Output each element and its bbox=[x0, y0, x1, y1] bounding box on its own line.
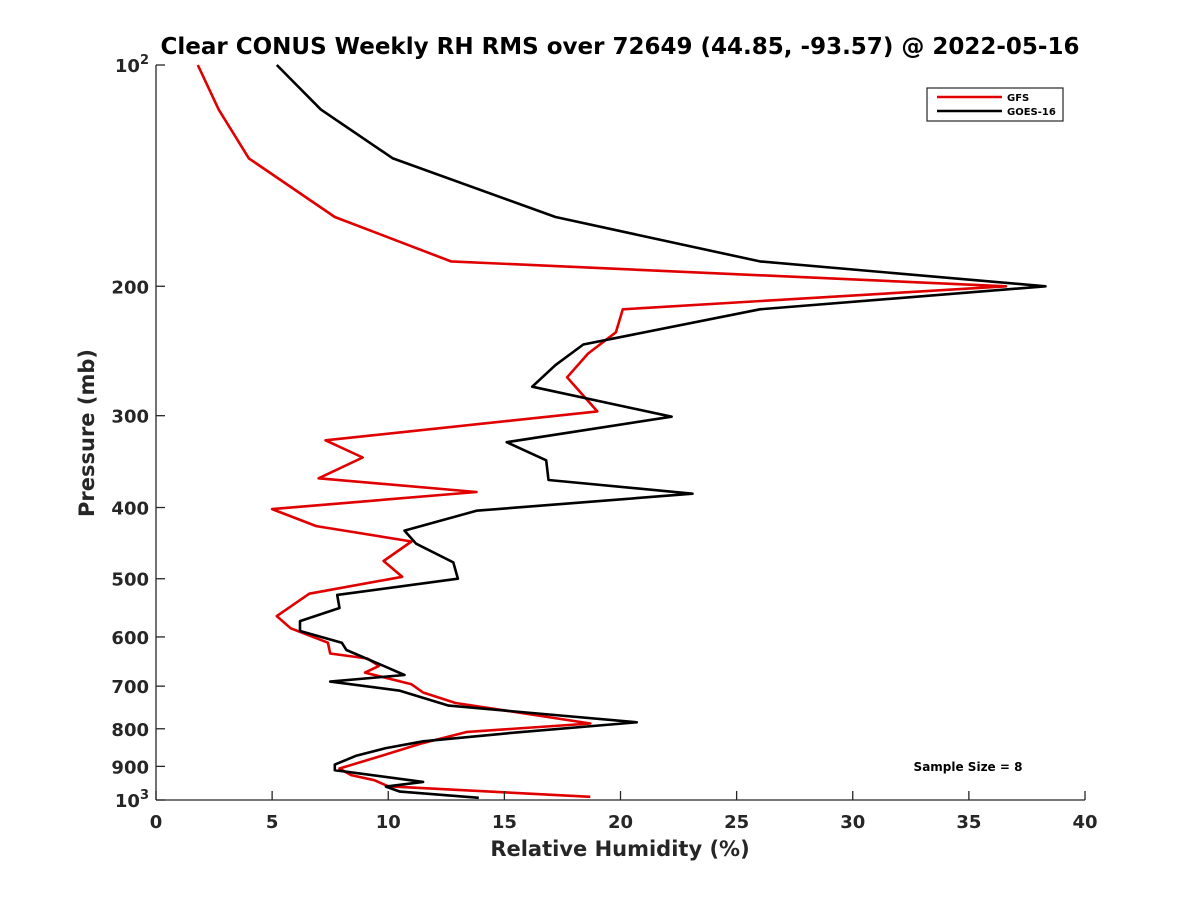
legend-label-gfs: GFS bbox=[1007, 93, 1029, 104]
y-tick-label: 300 bbox=[111, 407, 149, 428]
y-tick-label: 900 bbox=[111, 757, 149, 778]
legend-label-goes-16: GOES-16 bbox=[1007, 107, 1056, 118]
x-tick-label: 15 bbox=[492, 812, 517, 833]
legend-box bbox=[926, 87, 1064, 122]
x-axis-label: Relative Humidity (%) bbox=[490, 837, 749, 861]
y-tick-label: 700 bbox=[111, 677, 149, 698]
y-axis-label: Pressure (mb) bbox=[75, 349, 99, 517]
x-tick-label: 40 bbox=[1072, 812, 1097, 833]
series-line-goes-16 bbox=[275, 64, 1047, 800]
legend: GFS GOES-16 bbox=[926, 87, 1064, 122]
y-tick-label: 200 bbox=[111, 277, 149, 298]
x-tick-label: 35 bbox=[956, 812, 981, 833]
x-tick-label: 5 bbox=[266, 812, 279, 833]
y-tick-label: 103 bbox=[115, 788, 149, 812]
y-tick-label: 600 bbox=[111, 628, 149, 649]
sample-size-annotation: Sample Size = 8 bbox=[914, 760, 1023, 774]
y-tick-label: 400 bbox=[111, 499, 149, 520]
series-line-gfs bbox=[196, 64, 1008, 799]
x-tick-label: 20 bbox=[608, 812, 633, 833]
series-layer bbox=[196, 64, 1047, 800]
axes-layer: 0 5 10 15 20 25 30 35 40 102 200 300 400 500 600 700 800… bbox=[111, 53, 1097, 833]
chart-title: Clear CONUS Weekly RH RMS over 72649 (44… bbox=[161, 34, 1080, 60]
x-tick-label: 30 bbox=[840, 812, 865, 833]
y-tick-label: 800 bbox=[111, 720, 149, 741]
y-tick-label: 500 bbox=[111, 570, 149, 591]
y-tick-label: 102 bbox=[115, 53, 149, 77]
x-tick-label: 25 bbox=[724, 812, 749, 833]
x-tick-label: 0 bbox=[150, 812, 163, 833]
x-tick-label: 10 bbox=[376, 812, 401, 833]
